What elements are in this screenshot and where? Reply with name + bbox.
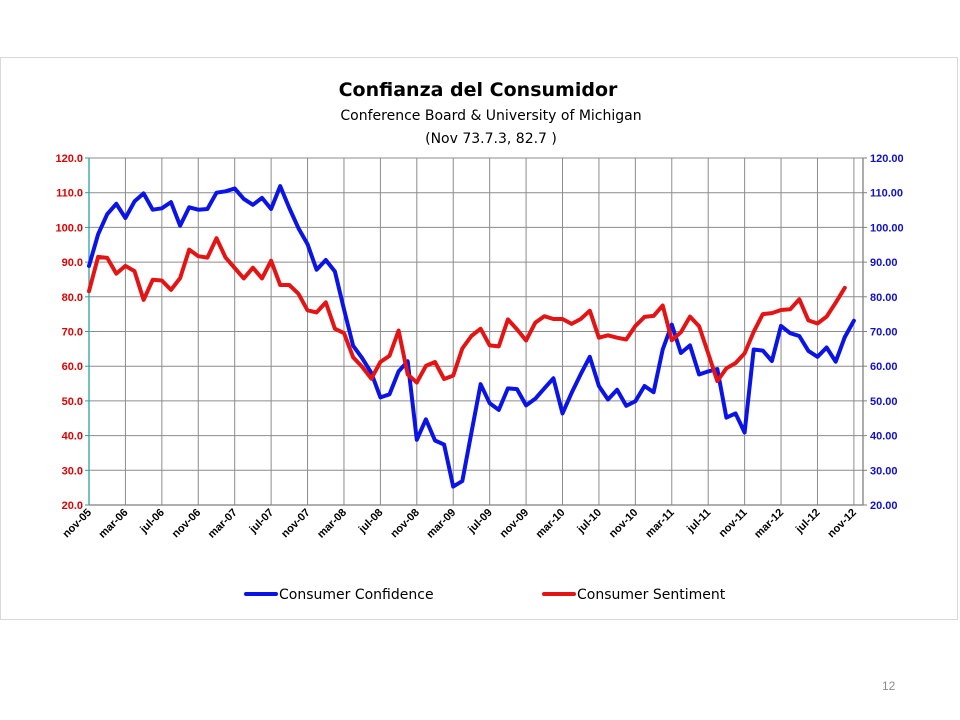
- x-tick-label: nov-11: [717, 507, 750, 540]
- y-right-tick-label: 100.00: [870, 222, 904, 234]
- y-left-tick-label: 120.0: [55, 153, 83, 165]
- y-right-tick-label: 60.00: [870, 361, 898, 373]
- y-left-tick-label: 30.0: [62, 465, 83, 477]
- x-tick-label: nov-06: [170, 507, 204, 541]
- y-left-tick-label: 70.0: [62, 327, 83, 339]
- x-tick-label: mar-11: [643, 507, 677, 541]
- x-tick-label: nov-08: [388, 507, 422, 541]
- y-left-tick-label: 110.0: [56, 188, 83, 200]
- y-left-tick-label: 20.0: [62, 500, 83, 512]
- x-tick-label: nov-07: [279, 507, 313, 541]
- x-tick-label: mar-07: [206, 507, 240, 541]
- page-number: 12: [882, 679, 896, 693]
- series-line-consumer-confidence: [87, 184, 856, 489]
- y-right-tick-label: 80.00: [870, 292, 898, 304]
- series-lines: [87, 184, 856, 489]
- x-tick-label: nov-09: [498, 507, 532, 541]
- y-left-tick-label: 90.0: [62, 257, 83, 269]
- chart-subtitle-line-1: Conference Board & University of Michiga…: [340, 108, 641, 124]
- y-right-tick-label: 70.00: [870, 327, 898, 339]
- y-right-tick-label: 20.00: [870, 500, 898, 512]
- x-tick-label: jul-11: [684, 507, 713, 536]
- y-left-tick-label: 80.0: [62, 292, 83, 304]
- line-chart: Confianza del Consumidor Conference Boar…: [55, 79, 904, 603]
- gridlines: [88, 157, 864, 506]
- y-left-tick-label: 60.0: [62, 361, 83, 373]
- x-tick-label: nov-12: [825, 507, 859, 541]
- x-tick-label: jul-06: [137, 507, 167, 537]
- x-tick-label: mar-12: [752, 507, 786, 541]
- x-tick-label: jul-07: [247, 507, 277, 537]
- legend: Consumer Confidence Consumer Sentiment: [244, 587, 726, 603]
- y-right-tick-label: 50.00: [870, 396, 898, 408]
- x-tick-label: mar-10: [534, 507, 568, 541]
- y-right-tick-label: 120.00: [870, 153, 904, 165]
- x-tick-label: jul-10: [575, 507, 605, 537]
- chart-title: Confianza del Consumidor: [339, 79, 618, 101]
- y-right-tick-label: 90.00: [870, 257, 898, 269]
- legend-label: Consumer Sentiment: [577, 587, 726, 603]
- series-line-consumer-sentiment: [87, 236, 847, 385]
- x-tick-label: jul-08: [356, 507, 386, 537]
- x-tick-label: mar-06: [97, 507, 131, 541]
- y-right-tick-label: 40.00: [870, 431, 898, 443]
- chart-subtitle-line-2: (Nov 73.7.3, 82.7 ): [425, 131, 557, 147]
- chart-area: Confianza del Consumidor Conference Boar…: [0, 57, 958, 620]
- x-tick-label: jul-12: [793, 507, 823, 537]
- x-tick-label: mar-08: [315, 507, 349, 541]
- y-left-tick-label: 40.0: [62, 431, 83, 443]
- y-left-tick-label: 50.0: [62, 396, 83, 408]
- y-right-tick-label: 30.00: [870, 465, 898, 477]
- x-tick-label: nov-10: [607, 507, 641, 541]
- legend-label: Consumer Confidence: [279, 587, 434, 603]
- x-tick-label: mar-09: [424, 507, 458, 541]
- x-tick-label: jul-09: [465, 507, 495, 537]
- y-right-tick-label: 110.00: [870, 188, 903, 200]
- y-left-tick-label: 100.0: [55, 222, 83, 234]
